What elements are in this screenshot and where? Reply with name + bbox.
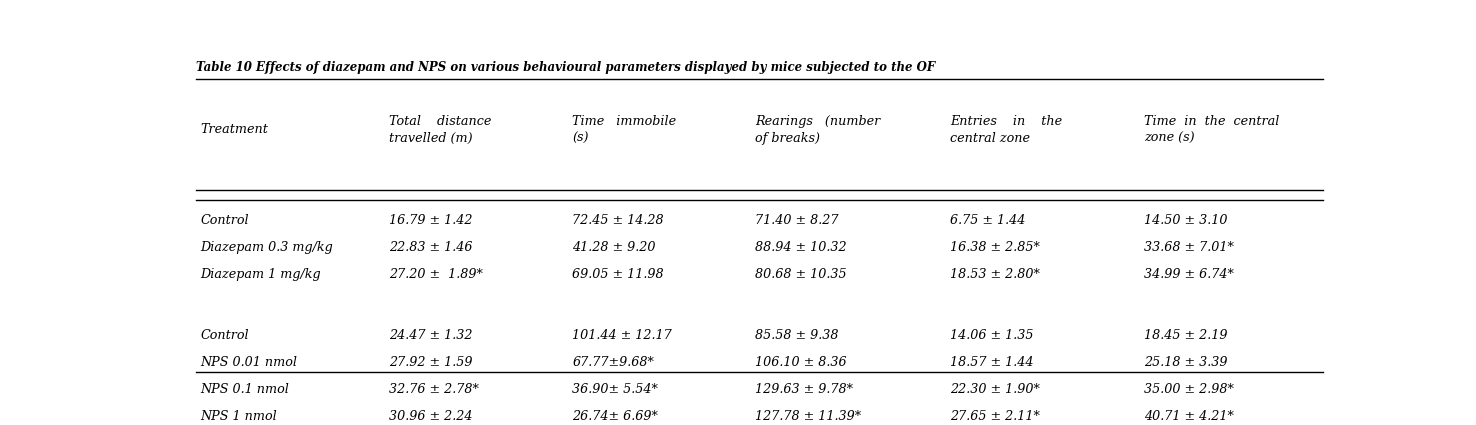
Text: 26.74± 6.69*: 26.74± 6.69*: [573, 410, 658, 423]
Text: 40.71 ± 4.21*: 40.71 ± 4.21*: [1144, 410, 1234, 423]
Text: 85.58 ± 9.38: 85.58 ± 9.38: [756, 329, 838, 342]
Text: 129.63 ± 9.78*: 129.63 ± 9.78*: [756, 383, 853, 396]
Text: NPS 0.1 nmol: NPS 0.1 nmol: [201, 383, 289, 396]
Text: 27.65 ± 2.11*: 27.65 ± 2.11*: [949, 410, 1039, 423]
Text: 34.99 ± 6.74*: 34.99 ± 6.74*: [1144, 268, 1234, 281]
Text: Diazepam 0.3 mg/kg: Diazepam 0.3 mg/kg: [201, 241, 334, 254]
Text: Control: Control: [201, 214, 249, 227]
Text: 18.45 ± 2.19: 18.45 ± 2.19: [1144, 329, 1228, 342]
Text: Total    distance
travelled (m): Total distance travelled (m): [390, 115, 492, 145]
Text: 14.06 ± 1.35: 14.06 ± 1.35: [949, 329, 1033, 342]
Text: 71.40 ± 8.27: 71.40 ± 8.27: [756, 214, 838, 227]
Text: Treatment: Treatment: [201, 123, 269, 136]
Text: 24.47 ± 1.32: 24.47 ± 1.32: [390, 329, 472, 342]
Text: 30.96 ± 2.24: 30.96 ± 2.24: [390, 410, 472, 423]
Text: Time   immobile
(s): Time immobile (s): [573, 115, 676, 145]
Text: 36.90± 5.54*: 36.90± 5.54*: [573, 383, 658, 396]
Text: 18.53 ± 2.80*: 18.53 ± 2.80*: [949, 268, 1039, 281]
Text: 22.30 ± 1.90*: 22.30 ± 1.90*: [949, 383, 1039, 396]
Text: Rearings   (number
of breaks): Rearings (number of breaks): [756, 115, 881, 145]
Text: 88.94 ± 10.32: 88.94 ± 10.32: [756, 241, 847, 254]
Text: Entries    in    the
central zone: Entries in the central zone: [949, 115, 1061, 145]
Text: Diazepam 1 mg/kg: Diazepam 1 mg/kg: [201, 268, 322, 281]
Text: 16.79 ± 1.42: 16.79 ± 1.42: [390, 214, 472, 227]
Text: 101.44 ± 12.17: 101.44 ± 12.17: [573, 329, 672, 342]
Text: NPS 1 nmol: NPS 1 nmol: [201, 410, 277, 423]
Text: 106.10 ± 8.36: 106.10 ± 8.36: [756, 356, 847, 369]
Text: 27.20 ±  1.89*: 27.20 ± 1.89*: [390, 268, 483, 281]
Text: 69.05 ± 11.98: 69.05 ± 11.98: [573, 268, 664, 281]
Text: 32.76 ± 2.78*: 32.76 ± 2.78*: [390, 383, 480, 396]
Text: 18.57 ± 1.44: 18.57 ± 1.44: [949, 356, 1033, 369]
Text: 25.18 ± 3.39: 25.18 ± 3.39: [1144, 356, 1228, 369]
Text: 67.77±9.68*: 67.77±9.68*: [573, 356, 654, 369]
Text: 80.68 ± 10.35: 80.68 ± 10.35: [756, 268, 847, 281]
Text: Table 10 Effects of diazepam and NPS on various behavioural parameters displayed: Table 10 Effects of diazepam and NPS on …: [196, 61, 936, 74]
Text: Time  in  the  central
zone (s): Time in the central zone (s): [1144, 115, 1280, 145]
Text: 6.75 ± 1.44: 6.75 ± 1.44: [949, 214, 1026, 227]
Text: 72.45 ± 14.28: 72.45 ± 14.28: [573, 214, 664, 227]
Text: 33.68 ± 7.01*: 33.68 ± 7.01*: [1144, 241, 1234, 254]
Text: 27.92 ± 1.59: 27.92 ± 1.59: [390, 356, 472, 369]
Text: NPS 0.01 nmol: NPS 0.01 nmol: [201, 356, 298, 369]
Text: 16.38 ± 2.85*: 16.38 ± 2.85*: [949, 241, 1039, 254]
Text: 41.28 ± 9.20: 41.28 ± 9.20: [573, 241, 655, 254]
Text: 127.78 ± 11.39*: 127.78 ± 11.39*: [756, 410, 862, 423]
Text: 22.83 ± 1.46: 22.83 ± 1.46: [390, 241, 472, 254]
Text: 35.00 ± 2.98*: 35.00 ± 2.98*: [1144, 383, 1234, 396]
Text: Control: Control: [201, 329, 249, 342]
Text: 14.50 ± 3.10: 14.50 ± 3.10: [1144, 214, 1228, 227]
